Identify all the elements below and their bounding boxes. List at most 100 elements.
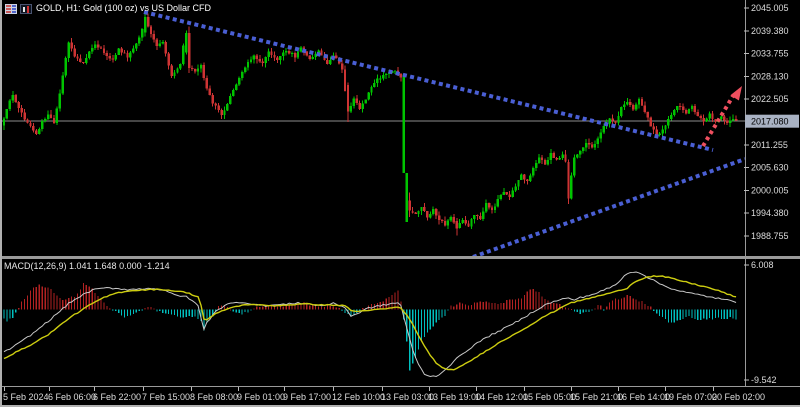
macd-histogram-bar	[150, 307, 152, 310]
candle-body	[196, 68, 200, 72]
candle-body	[405, 172, 408, 223]
time-axis-label[interactable]: 7 Feb 15:00	[142, 392, 190, 402]
macd-histogram-bar	[276, 306, 279, 310]
candle-body	[46, 114, 50, 120]
time-axis-label[interactable]: 6 Feb 06:00	[48, 392, 96, 402]
candle-body	[502, 192, 505, 195]
macd-histogram-bar	[403, 309, 405, 320]
candle-body	[496, 198, 500, 207]
macd-histogram-bar	[697, 309, 699, 320]
macd-histogram-bar	[609, 302, 611, 310]
price-axis-label[interactable]: 2028.130	[751, 71, 789, 81]
quotes-grid-icon[interactable]	[5, 4, 17, 14]
candle-wick	[312, 53, 314, 60]
time-axis-label[interactable]: 6 Feb 22:00	[93, 392, 141, 402]
macd-histogram-bar	[538, 292, 540, 310]
macd-histogram-bar	[464, 304, 467, 310]
panel-divider[interactable]	[0, 256, 800, 259]
candle-body	[305, 51, 309, 56]
candle-body	[123, 52, 126, 54]
macd-histogram-bar	[614, 298, 617, 310]
trendline-ascending-support[interactable]	[472, 157, 746, 259]
candle-body	[70, 42, 73, 49]
price-axis-label[interactable]: 1994.380	[751, 208, 789, 218]
price-axis-label[interactable]: 2011.255	[751, 140, 788, 150]
time-axis-label[interactable]: 9 Feb 17:00	[283, 392, 331, 402]
macd-histogram-bar	[597, 305, 599, 310]
candle-body	[573, 157, 576, 176]
window-border-bottom	[0, 405, 800, 407]
candle-body	[634, 104, 638, 110]
macd-histogram-bar	[176, 309, 179, 317]
macd-histogram-bar	[553, 302, 555, 310]
macd-histogram-bar	[362, 308, 364, 310]
time-axis-label[interactable]: 19 Feb 07:00	[664, 392, 717, 402]
macd-histogram-bar	[711, 309, 714, 320]
macd-histogram-bar	[26, 295, 29, 310]
candle-body	[426, 211, 429, 218]
candle-body	[690, 106, 694, 109]
candle-body	[490, 207, 494, 210]
price-axis-label[interactable]: 2000.005	[751, 185, 789, 195]
candle-body	[185, 33, 188, 53]
candle-body	[402, 74, 406, 173]
price-axis-label[interactable]: 2033.755	[751, 49, 789, 59]
price-axis-label[interactable]: 2039.380	[751, 26, 789, 36]
macd-histogram-bar	[232, 309, 234, 312]
price-axis-label[interactable]: 1988.755	[751, 231, 789, 241]
macd-axis-label[interactable]: -9.542	[751, 375, 777, 385]
macd-histogram-bar	[588, 309, 590, 313]
time-axis-label[interactable]: 8 Feb 08:00	[190, 392, 238, 402]
macd-axis-label[interactable]: 6.008	[751, 260, 774, 270]
time-axis-label[interactable]: 13 Feb 03:00	[381, 392, 434, 402]
candle-body	[202, 64, 206, 78]
macd-histogram-bar	[467, 305, 470, 310]
candle-body	[126, 52, 129, 58]
price-axis-label[interactable]: 2045.005	[751, 3, 789, 13]
macd-histogram-bar	[353, 309, 355, 316]
macd-histogram-bar	[265, 305, 267, 310]
macd-histogram-bar	[220, 305, 223, 310]
macd-histogram-bar	[497, 303, 499, 310]
time-axis-label[interactable]: 16 Feb 14:00	[617, 392, 670, 402]
candle-body	[631, 104, 635, 110]
candlestick-chart-icon[interactable]	[20, 4, 32, 14]
time-axis-label[interactable]: 15 Feb 05:00	[523, 392, 576, 402]
candle-body	[270, 51, 273, 56]
macd-histogram-bar	[91, 288, 93, 310]
price-axis-label[interactable]: 2005.630	[751, 163, 789, 173]
macd-histogram-bar	[21, 301, 23, 310]
candle-body	[702, 118, 705, 122]
breakout-arrow-head[interactable]	[730, 86, 742, 101]
trendline-descending-resistance[interactable]	[143, 10, 714, 152]
price-axis-label[interactable]: 2022.505	[751, 94, 789, 104]
candle-body	[314, 53, 317, 57]
breakout-arrow-shaft[interactable]	[701, 94, 735, 148]
time-axis-label[interactable]: 13 Feb 19:00	[428, 392, 481, 402]
macd-histogram-bar	[153, 308, 155, 310]
candle-body	[108, 55, 112, 59]
macd-histogram-bar	[291, 304, 293, 310]
time-axis-label[interactable]: 12 Feb 10:00	[332, 392, 385, 402]
candle-body	[420, 207, 423, 212]
macd-histogram-bar	[420, 309, 423, 342]
macd-histogram-bar	[132, 309, 134, 315]
candle-body	[140, 28, 144, 38]
candle-wick	[526, 178, 528, 185]
candle-body	[593, 144, 597, 148]
time-axis-label[interactable]: 9 Feb 01:00	[237, 392, 285, 402]
candle-body	[437, 215, 441, 221]
candle-body	[570, 175, 573, 199]
macd-histogram-bar	[79, 289, 82, 310]
macd-histogram-bar	[456, 304, 458, 310]
time-axis-label[interactable]: 20 Feb 02:00	[712, 392, 765, 402]
time-axis-label[interactable]: 5 Feb 2024	[3, 392, 49, 402]
time-axis-label[interactable]: 14 Feb 12:00	[475, 392, 528, 402]
macd-histogram-bar	[526, 291, 528, 310]
macd-histogram-bar	[288, 304, 290, 310]
candle-body	[296, 51, 300, 58]
candle-body	[193, 68, 197, 72]
macd-histogram-bar	[203, 309, 205, 331]
time-axis-label[interactable]: 15 Feb 21:00	[570, 392, 623, 402]
